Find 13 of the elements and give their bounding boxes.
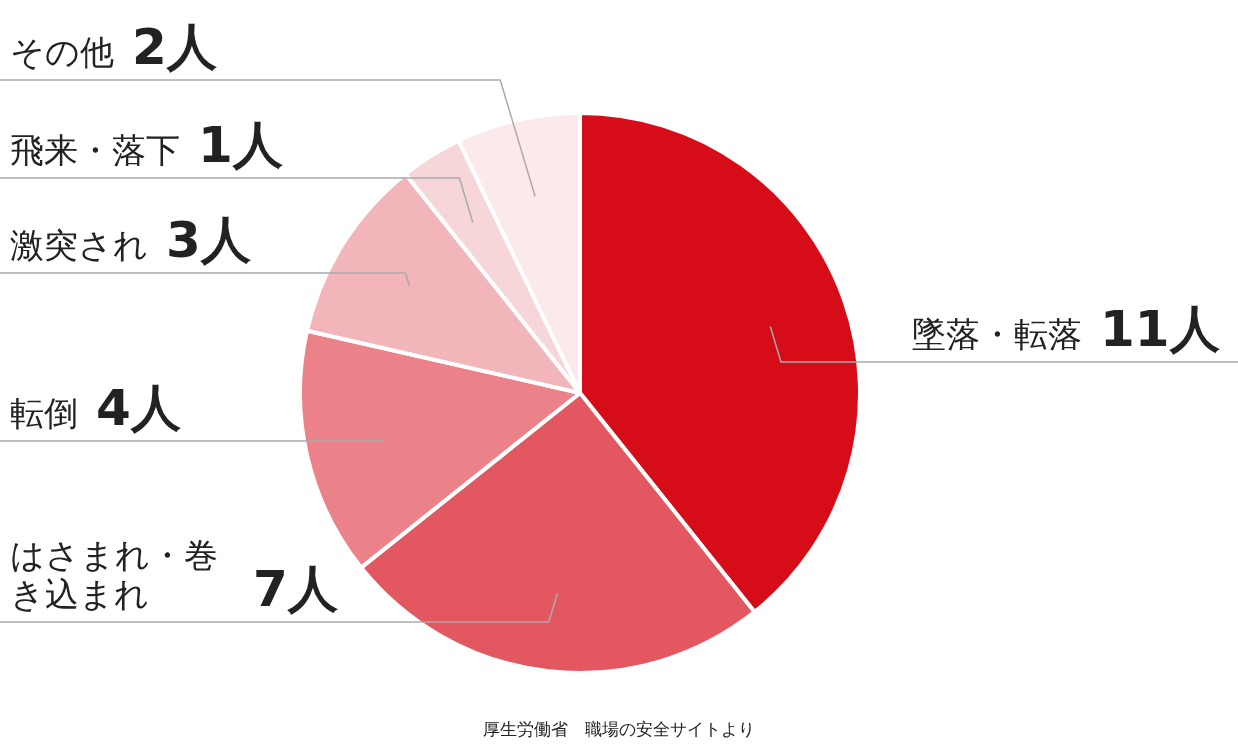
data-label: 1人 bbox=[198, 116, 283, 174]
slice-label: その他 bbox=[10, 31, 114, 72]
slice-label: 激突され bbox=[10, 224, 148, 265]
slice-label: 墜落・転落 bbox=[912, 313, 1082, 354]
data-label: 4人 bbox=[96, 379, 181, 437]
slice-label: はさまれ・巻き込まれ bbox=[10, 535, 219, 615]
data-label: 7人 bbox=[253, 560, 338, 619]
data-label: 2人 bbox=[132, 18, 217, 76]
slice-label: 飛来・落下 bbox=[10, 129, 180, 170]
data-label: 11人 bbox=[1100, 300, 1220, 358]
slice-label: 転倒 bbox=[10, 392, 78, 433]
data-label: 3人 bbox=[166, 211, 251, 269]
text: 厚生労働省 職場の安全サイトより bbox=[482, 718, 756, 741]
